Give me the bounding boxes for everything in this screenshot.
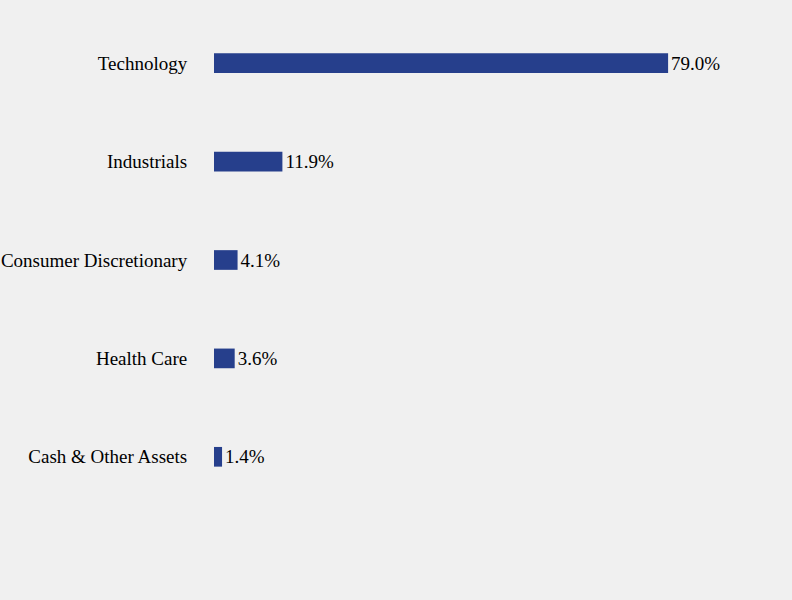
svg-text:Technology: Technology <box>98 53 188 74</box>
svg-text:1.4%: 1.4% <box>225 446 265 467</box>
svg-text:Industrials: Industrials <box>107 151 187 172</box>
svg-text:3.6%: 3.6% <box>238 348 278 369</box>
svg-text:Consumer Discretionary: Consumer Discretionary <box>1 250 188 271</box>
svg-text:11.9%: 11.9% <box>285 151 334 172</box>
svg-text:Cash & Other Assets: Cash & Other Assets <box>28 446 187 467</box>
svg-text:4.1%: 4.1% <box>241 250 281 271</box>
svg-text:79.0%: 79.0% <box>671 53 720 74</box>
svg-text:Health Care: Health Care <box>96 348 187 369</box>
